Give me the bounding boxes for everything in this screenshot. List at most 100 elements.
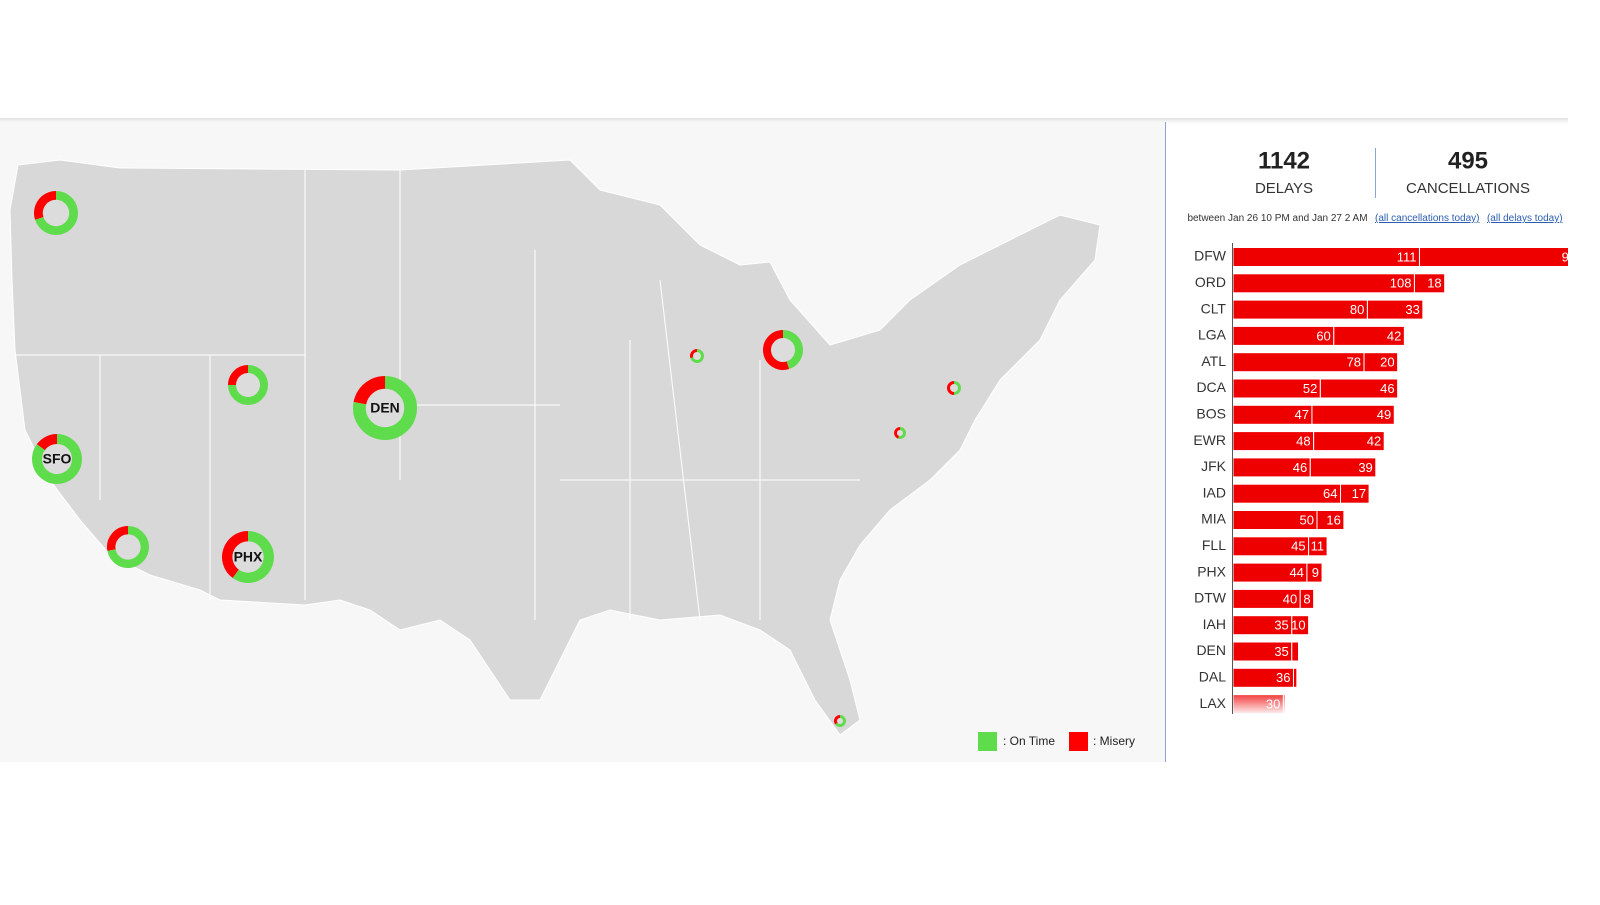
- legend: : On Time : Misery: [978, 732, 1135, 751]
- bar-segment: [1316, 510, 1345, 530]
- misery-arc: [34, 191, 57, 220]
- bar-value-label: 52: [1303, 381, 1317, 396]
- bar-value-label: 45: [1291, 539, 1305, 554]
- donut-center: [365, 388, 405, 428]
- state-lines: [15, 170, 860, 621]
- bar-segment: [1309, 457, 1377, 478]
- category-label: ATL: [1201, 353, 1226, 369]
- category-label: DAL: [1199, 669, 1226, 685]
- bar-value-label: 108: [1390, 276, 1412, 291]
- on-time-arc: [107, 526, 149, 568]
- bar-value-label: 35: [1274, 618, 1288, 633]
- bar-value-label: 49: [1377, 407, 1391, 422]
- bar-value-label: 48: [1296, 434, 1310, 449]
- bar-segment: [1299, 588, 1315, 609]
- bar-segment: [1232, 247, 1420, 267]
- misery-arc: [36, 434, 58, 451]
- on-time-arc: [353, 376, 417, 440]
- on-time-arc: [32, 434, 82, 484]
- bar-value-label: 42: [1387, 328, 1401, 343]
- bar-value-label: 50: [1300, 512, 1314, 527]
- bar-value-label: 20: [1380, 355, 1394, 370]
- bar-segment: [1232, 299, 1368, 320]
- misery-arc: [894, 427, 901, 439]
- bar-segment: [1363, 352, 1399, 373]
- category-label: LAX: [1200, 695, 1227, 711]
- bar-value-label: 36: [1276, 670, 1290, 685]
- on-time-arc: [35, 191, 78, 235]
- donut-center: [115, 534, 141, 560]
- bar-segment: [1291, 615, 1310, 636]
- cancellations-count: 495: [1448, 147, 1488, 174]
- on-time-arc: [690, 349, 704, 363]
- category-label: IAD: [1203, 484, 1226, 500]
- on-time-arc: [232, 531, 274, 583]
- cancellations-label: CANCELLATIONS: [1406, 180, 1530, 197]
- legend-label: : Misery: [1093, 734, 1135, 748]
- bar-segment: [1366, 299, 1424, 320]
- bar-value-label: 11: [1311, 539, 1325, 554]
- misery-arc: [107, 526, 129, 551]
- category-label: PHX: [1197, 563, 1226, 579]
- bar-value-label: 95: [1562, 249, 1576, 264]
- delays-count: 1142: [1258, 147, 1310, 174]
- bar-value-label: 9: [1312, 565, 1319, 580]
- misery-arc: [228, 365, 249, 386]
- bar-value-label: 10: [1291, 618, 1305, 633]
- category-label: ORD: [1195, 274, 1226, 290]
- category-label: BOS: [1196, 406, 1226, 422]
- bar-value-label: 33: [1405, 302, 1419, 317]
- category-label: MIA: [1201, 511, 1227, 527]
- category-label: DFW: [1194, 248, 1227, 264]
- category-label: LGA: [1198, 327, 1227, 343]
- category-label: EWR: [1193, 432, 1226, 448]
- category-label: IAH: [1203, 616, 1226, 632]
- bar-value-label: 18: [1427, 276, 1441, 291]
- bar-segment: [1313, 431, 1385, 452]
- bar-segment: [1413, 273, 1446, 294]
- on-time-arc: [953, 381, 961, 395]
- donut-center: [693, 352, 701, 360]
- bar-value-label: 64: [1323, 486, 1337, 501]
- bar-value-label: 16: [1326, 512, 1340, 527]
- bar-segment: [1232, 273, 1415, 294]
- misery-arc: [690, 349, 698, 359]
- bar-value-label: 60: [1316, 328, 1330, 343]
- link[interactable]: (all delays today): [1487, 213, 1563, 224]
- range-line: between Jan 26 10 PM and Jan 27 2 AM (al…: [1187, 209, 1562, 226]
- on-time-arc: [835, 715, 846, 727]
- category-label: DCA: [1196, 379, 1226, 395]
- bar-segment: [1308, 536, 1328, 557]
- donut-center: [950, 384, 958, 392]
- donut-center: [42, 199, 70, 227]
- category-label: DEN: [1196, 642, 1226, 658]
- bar-segment: [1319, 378, 1399, 399]
- misery-arc: [947, 381, 955, 395]
- bar-value-label: 17: [1352, 486, 1366, 501]
- bar-value-label: 47: [1294, 407, 1308, 422]
- bar-value-label: 44: [1289, 565, 1303, 580]
- category-label: CLT: [1201, 300, 1227, 316]
- link[interactable]: (all cancellations today): [1375, 213, 1480, 224]
- legend-swatch: [1069, 732, 1088, 751]
- airport-label: PHX: [234, 549, 263, 565]
- category-label: FLL: [1202, 537, 1226, 553]
- on-time-arc: [782, 330, 803, 370]
- bar-value-label: 42: [1367, 434, 1381, 449]
- bar-value-label: 46: [1293, 460, 1307, 475]
- bar-value-label: 35: [1274, 644, 1288, 659]
- bar-value-label: 111: [1397, 249, 1417, 264]
- donut-center: [232, 541, 264, 573]
- bar-segment: [1340, 483, 1370, 504]
- legend-label: : On Time: [1003, 734, 1055, 748]
- delays-label: DELAYS: [1255, 180, 1313, 197]
- bar-value-label: 80: [1350, 302, 1364, 317]
- bar-segment: [1306, 562, 1323, 583]
- airport-label: DEN: [370, 400, 400, 416]
- bar-value-label: 46: [1380, 381, 1394, 396]
- on-time-arc: [898, 427, 906, 439]
- bar-segment: [1291, 641, 1300, 662]
- airport-label: SFO: [43, 451, 72, 467]
